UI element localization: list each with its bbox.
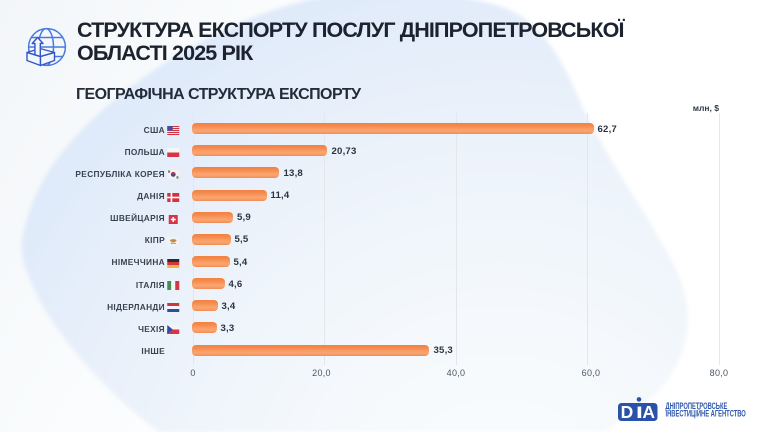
svg-text:A: A (642, 402, 655, 422)
svg-text:D: D (621, 402, 634, 422)
svg-text:ІНВЕСТИЦІЙНЕ АГЕНТСТВО: ІНВЕСТИЦІЙНЕ АГЕНТСТВО (666, 408, 746, 419)
svg-text:ДНІПРОПЕТРОВСЬКЕ: ДНІПРОПЕТРОВСЬКЕ (666, 401, 728, 412)
